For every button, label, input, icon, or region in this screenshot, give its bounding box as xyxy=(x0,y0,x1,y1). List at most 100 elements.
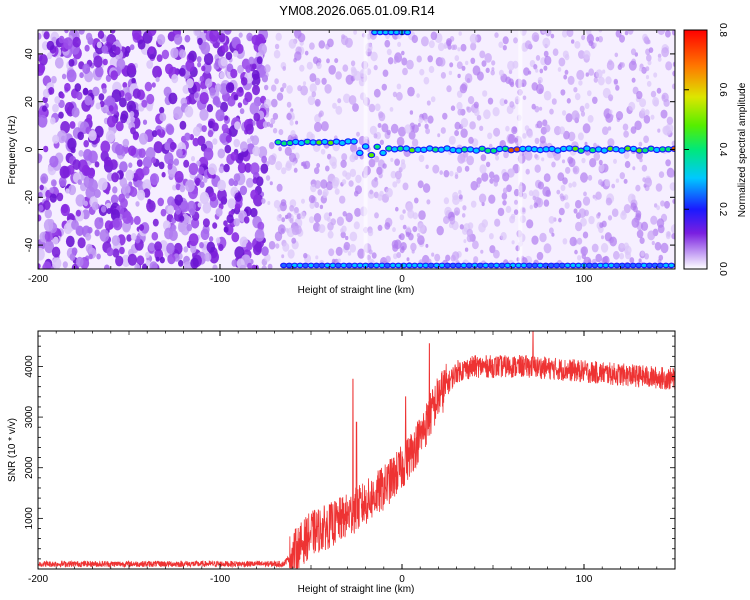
heatmap-noise-cell xyxy=(254,229,265,242)
heatmap-noise-cell xyxy=(425,164,429,169)
heatmap-noise-cell xyxy=(202,218,210,228)
heatmap-noise-cell xyxy=(620,62,625,68)
heatmap-noise-cell xyxy=(217,148,226,159)
heatmap-noise-cell xyxy=(473,101,479,109)
heatmap-noise-cell xyxy=(280,87,284,93)
heatmap-noise-cell xyxy=(154,241,163,252)
heatmap-noise-cell xyxy=(174,170,184,183)
heatmap-noise-cell xyxy=(467,222,474,230)
heatmap-noise-cell xyxy=(569,236,577,247)
heatmap-noise-cell xyxy=(595,69,603,79)
heatmap-noise-cell xyxy=(402,224,407,230)
heatmap-noise-cell xyxy=(353,221,360,230)
heatmap-noise-cell xyxy=(138,224,145,231)
heatmap-noise-cell xyxy=(277,207,281,212)
heatmap-noise-cell xyxy=(317,189,323,196)
heatmap-noise-cell xyxy=(593,142,597,148)
heatmap-noise-cell xyxy=(654,241,662,251)
heatmap-noise-cell xyxy=(619,252,625,260)
heatmap-noise-cell xyxy=(410,242,417,252)
snr-frame xyxy=(37,330,676,570)
heatmap-noise-cell xyxy=(337,258,341,263)
heatmap-noise-cell xyxy=(291,226,299,236)
heatmap-noise-cell xyxy=(322,188,329,197)
heatmap-noise-cell xyxy=(454,130,459,137)
heatmap-noise-cell xyxy=(665,61,673,71)
heatmap-noise-cell xyxy=(349,231,358,242)
heatmap-noise-cell xyxy=(469,121,476,130)
heatmap-noise-cell xyxy=(251,69,260,81)
heatmap-noise-cell xyxy=(315,255,319,260)
heatmap-noise-cell xyxy=(303,160,311,170)
heatmap-noise-cell xyxy=(619,34,625,43)
heatmap-noise-cell xyxy=(650,215,658,225)
heatmap-noise-cell xyxy=(49,193,57,203)
heatmap-noise-cell xyxy=(102,58,108,66)
heatmap-noise-cell xyxy=(79,72,84,79)
colorbar-tick-label: 0.2 xyxy=(717,202,728,216)
heatmap-noise-cell xyxy=(424,118,428,123)
heatmap-noise-cell xyxy=(325,181,334,191)
heatmap-noise-cell xyxy=(325,165,330,172)
heatmap-noise-cell xyxy=(261,265,267,269)
heatmap-noise-cell xyxy=(650,114,655,120)
heatmap-noise-cell xyxy=(534,153,538,159)
heatmap-noise-cell xyxy=(212,264,218,269)
heatmap-noise-cell xyxy=(62,261,68,269)
heatmap-noise-cell xyxy=(138,148,146,159)
heatmap-noise-cell xyxy=(148,242,156,252)
heatmap-signal-cell xyxy=(379,149,387,157)
heatmap-noise-cell xyxy=(84,44,90,52)
heatmap-noise-cell xyxy=(51,246,61,258)
heatmap-noise-cell xyxy=(200,228,210,240)
heatmap-noise-cell xyxy=(657,53,662,59)
heatmap-noise-cell xyxy=(38,204,44,212)
heatmap-noise-cell xyxy=(627,30,634,35)
heatmap-noise-cell xyxy=(587,90,592,97)
heatmap-noise-cell xyxy=(348,180,354,187)
heatmap-noise-cell xyxy=(183,159,190,168)
heatmap-noise-cell xyxy=(509,81,515,88)
heatmap-noise-cell xyxy=(289,120,294,126)
heatmap-noise-cell xyxy=(671,30,675,36)
heatmap-noise-cell xyxy=(442,112,448,120)
heatmap-noise-cell xyxy=(245,123,254,135)
heatmap-noise-cell xyxy=(481,219,488,228)
heatmap-noise-cell xyxy=(260,163,269,174)
heatmap-noise-cell xyxy=(49,155,59,168)
heatmap-noise-cell xyxy=(580,246,589,256)
colorbar-tick-label: 0.6 xyxy=(717,83,728,97)
heatmap-noise-cell xyxy=(580,172,588,183)
heatmap-noise-cell xyxy=(346,212,351,219)
heatmap-noise-cell xyxy=(212,122,219,132)
heatmap-noise-cell xyxy=(510,213,516,220)
heatmap-noise-cell xyxy=(387,57,394,65)
heatmap-noise-cell xyxy=(237,162,247,174)
heatmap-noise-cell xyxy=(436,225,444,236)
heatmap-noise-cell xyxy=(665,30,671,38)
heatmap-noise-cell xyxy=(65,235,75,248)
heatmap-noise-cell xyxy=(459,224,464,230)
heatmap-noise-cell xyxy=(332,102,337,109)
heatmap-noise-cell xyxy=(301,198,305,204)
heatmap-noise-cell xyxy=(300,162,305,167)
heatmap-noise-cell xyxy=(472,240,479,250)
heatmap-noise-cell xyxy=(267,263,273,269)
heatmap-noise-cell xyxy=(355,174,362,184)
snr-y-tick-label: 1000 xyxy=(24,507,35,530)
heatmap-noise-cell xyxy=(529,204,534,210)
heatmap-noise-cell xyxy=(660,200,665,207)
heatmap-noise-cell xyxy=(137,189,146,201)
heatmap-noise-cell xyxy=(434,253,441,262)
heatmap-noise-cell xyxy=(125,169,134,181)
heatmap-noise-cell xyxy=(167,163,173,170)
heatmap-noise-cell xyxy=(44,208,52,219)
heatmap-noise-cell xyxy=(291,237,297,244)
heatmap-noise-cell xyxy=(568,131,576,142)
heatmap-noise-cell xyxy=(244,162,252,173)
heatmap-noise-cell xyxy=(427,115,434,124)
heatmap-noise-cell xyxy=(437,42,445,52)
heatmap-noise-cell xyxy=(476,177,482,185)
heatmap-noise-cell xyxy=(156,69,162,77)
heatmap-noise-cell xyxy=(670,224,675,234)
